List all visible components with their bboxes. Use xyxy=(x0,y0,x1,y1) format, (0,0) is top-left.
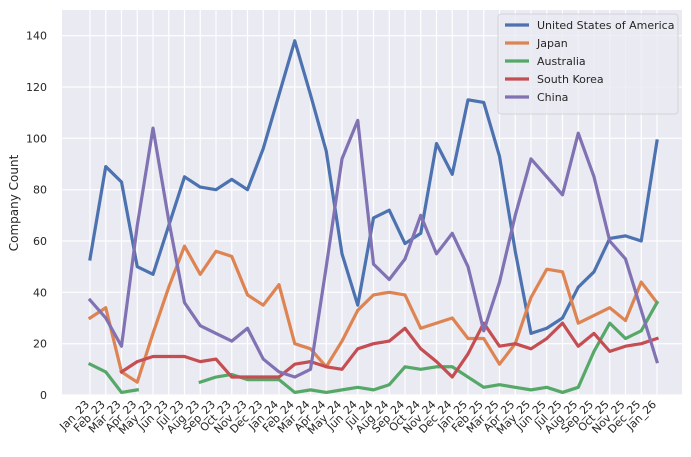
y-tick-label: 120 xyxy=(26,81,47,94)
y-tick-label: 60 xyxy=(33,235,47,248)
legend-label: China xyxy=(537,91,568,104)
series-line-united-states-of-america xyxy=(88,39,659,335)
y-axis-label: Company Count xyxy=(7,154,21,251)
series-line-south-korea xyxy=(119,321,660,379)
x-tick-labels: Jan_23Feb_23Mar_23Apr_23May_23Jun_23Jul_… xyxy=(56,398,659,437)
y-tick-label: 0 xyxy=(40,389,47,402)
legend-label: United States of America xyxy=(537,19,674,32)
legend: United States of America Japan Australia So… xyxy=(497,13,679,115)
series-lines xyxy=(87,39,660,395)
y-tick-label: 40 xyxy=(33,286,47,299)
series-line-australia xyxy=(87,300,660,395)
y-tick-label: 20 xyxy=(33,338,47,351)
y-tick-label: 140 xyxy=(26,30,47,43)
y-tick-label: 80 xyxy=(33,184,47,197)
y-tick-labels: 0 20 40 60 80 100 120 140 xyxy=(26,30,47,402)
legend-label: Japan xyxy=(536,37,568,50)
legend-label: Australia xyxy=(537,55,586,68)
y-tick-label: 100 xyxy=(26,132,47,145)
legend-label: South Korea xyxy=(537,73,604,86)
legend-box xyxy=(497,13,679,115)
series-line-japan xyxy=(87,244,660,384)
series-line-china xyxy=(87,118,659,379)
